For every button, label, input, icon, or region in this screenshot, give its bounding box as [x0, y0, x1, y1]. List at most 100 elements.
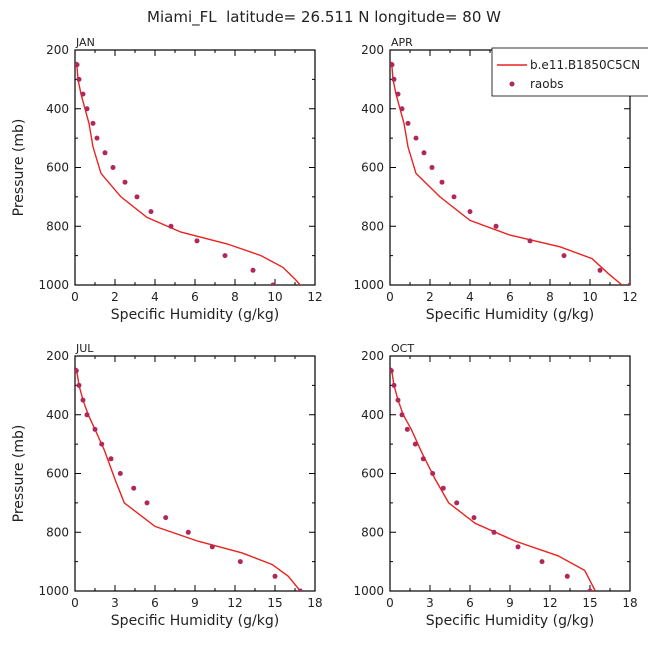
x-tick-label: 18	[307, 596, 322, 610]
raobs-point	[110, 165, 116, 170]
y-axis-label: Pressure (mb)	[11, 425, 27, 523]
x-tick-label: 6	[466, 596, 474, 610]
x-tick-label: 3	[426, 596, 434, 610]
raobs-point	[391, 76, 397, 82]
legend-dot-swatch	[509, 81, 515, 87]
raobs-point	[75, 62, 80, 68]
x-tick-label: 12	[542, 596, 557, 610]
raobs-point	[430, 471, 436, 476]
y-tick-label: 800	[361, 219, 384, 233]
y-tick-label: 400	[361, 102, 384, 116]
raobs-point	[527, 238, 533, 244]
raobs-point	[493, 223, 499, 229]
raobs-point	[122, 179, 128, 185]
y-tick-label: 800	[361, 525, 384, 539]
raobs-point	[395, 397, 401, 403]
x-tick-label: 15	[267, 596, 282, 610]
raobs-point	[439, 179, 445, 185]
y-tick-label: 600	[361, 467, 384, 481]
y-tick-label: 1000	[38, 278, 69, 292]
raobs-point	[185, 529, 191, 535]
raobs-point	[84, 412, 90, 418]
plot-data	[390, 367, 596, 591]
y-tick-label: 800	[46, 219, 69, 233]
x-axis-label: Specific Humidity (g/kg)	[111, 307, 279, 323]
raobs-point	[117, 471, 123, 476]
raobs-point	[99, 441, 105, 447]
model-series-line	[390, 61, 623, 285]
x-tick-label: 4	[151, 290, 159, 304]
y-tick-label: 400	[46, 408, 69, 422]
x-tick-label: 2	[111, 290, 119, 304]
raobs-point	[209, 544, 215, 550]
x-tick-label: 12	[227, 596, 242, 610]
raobs-point	[76, 382, 82, 388]
y-tick-label: 600	[46, 161, 69, 175]
y-tick-label: 200	[361, 349, 384, 363]
raobs-point	[451, 194, 457, 200]
model-series-line	[390, 367, 596, 591]
x-tick-label: 0	[71, 290, 79, 304]
raobs-point	[404, 426, 410, 432]
raobs-point	[168, 223, 174, 229]
raobs-point	[76, 76, 82, 82]
panel-label: OCT	[391, 342, 414, 355]
raobs-point	[297, 588, 303, 591]
raobs-point	[627, 282, 630, 285]
y-tick-label: 1000	[38, 584, 69, 598]
raobs-point	[134, 194, 140, 200]
raobs-point	[440, 485, 446, 491]
x-tick-label: 12	[307, 290, 322, 304]
raobs-point	[92, 426, 98, 432]
y-tick-label: 600	[361, 161, 384, 175]
x-tick-label: 6	[506, 290, 514, 304]
y-tick-label: 1000	[353, 278, 384, 292]
raobs-point	[391, 382, 397, 388]
x-tick-label: 12	[622, 290, 637, 304]
model-series-line	[75, 367, 301, 591]
raobs-point	[420, 456, 426, 462]
raobs-point	[144, 500, 150, 506]
plot-data	[75, 367, 303, 591]
raobs-point	[390, 368, 394, 374]
x-tick-label: 10	[267, 290, 282, 304]
panel-jul: 0 3 6 9 12 15 18 200 400 600 800 1000 JUL Specific Hu…	[11, 342, 323, 629]
raobs-point	[270, 282, 276, 285]
raobs-point	[405, 120, 411, 126]
raobs-point	[597, 267, 603, 273]
raobs-point	[429, 165, 435, 170]
x-tick-label: 0	[71, 596, 79, 610]
x-tick-label: 3	[111, 596, 119, 610]
x-tick-label: 8	[546, 290, 554, 304]
x-tick-label: 8	[231, 290, 239, 304]
raobs-point	[587, 588, 593, 591]
raobs-point	[491, 529, 497, 535]
legend-obs-label: raobs	[530, 77, 564, 91]
y-tick-label: 400	[361, 408, 384, 422]
panel-label: JUL	[75, 342, 94, 355]
raobs-point	[250, 267, 256, 273]
raobs-point	[399, 412, 405, 418]
raobs-point	[237, 559, 243, 565]
raobs-point	[194, 238, 200, 244]
y-axis-label: Pressure (mb)	[11, 119, 27, 217]
raobs-point	[515, 544, 521, 550]
raobs-point	[80, 91, 86, 97]
raobs-point	[471, 515, 477, 521]
raobs-point	[75, 368, 79, 374]
raobs-point	[561, 253, 567, 259]
legend-box	[491, 47, 648, 97]
y-tick-label: 800	[46, 525, 69, 539]
raobs-point	[131, 485, 137, 491]
raobs-point	[272, 573, 278, 579]
raobs-point	[390, 62, 395, 68]
raobs-point	[94, 135, 100, 141]
raobs-point	[80, 397, 86, 403]
y-tick-label: 200	[46, 43, 69, 57]
y-tick-label: 1000	[353, 584, 384, 598]
x-tick-label: 2	[426, 290, 434, 304]
raobs-point	[90, 120, 96, 126]
raobs-point	[412, 441, 418, 447]
x-tick-label: 6	[191, 290, 199, 304]
